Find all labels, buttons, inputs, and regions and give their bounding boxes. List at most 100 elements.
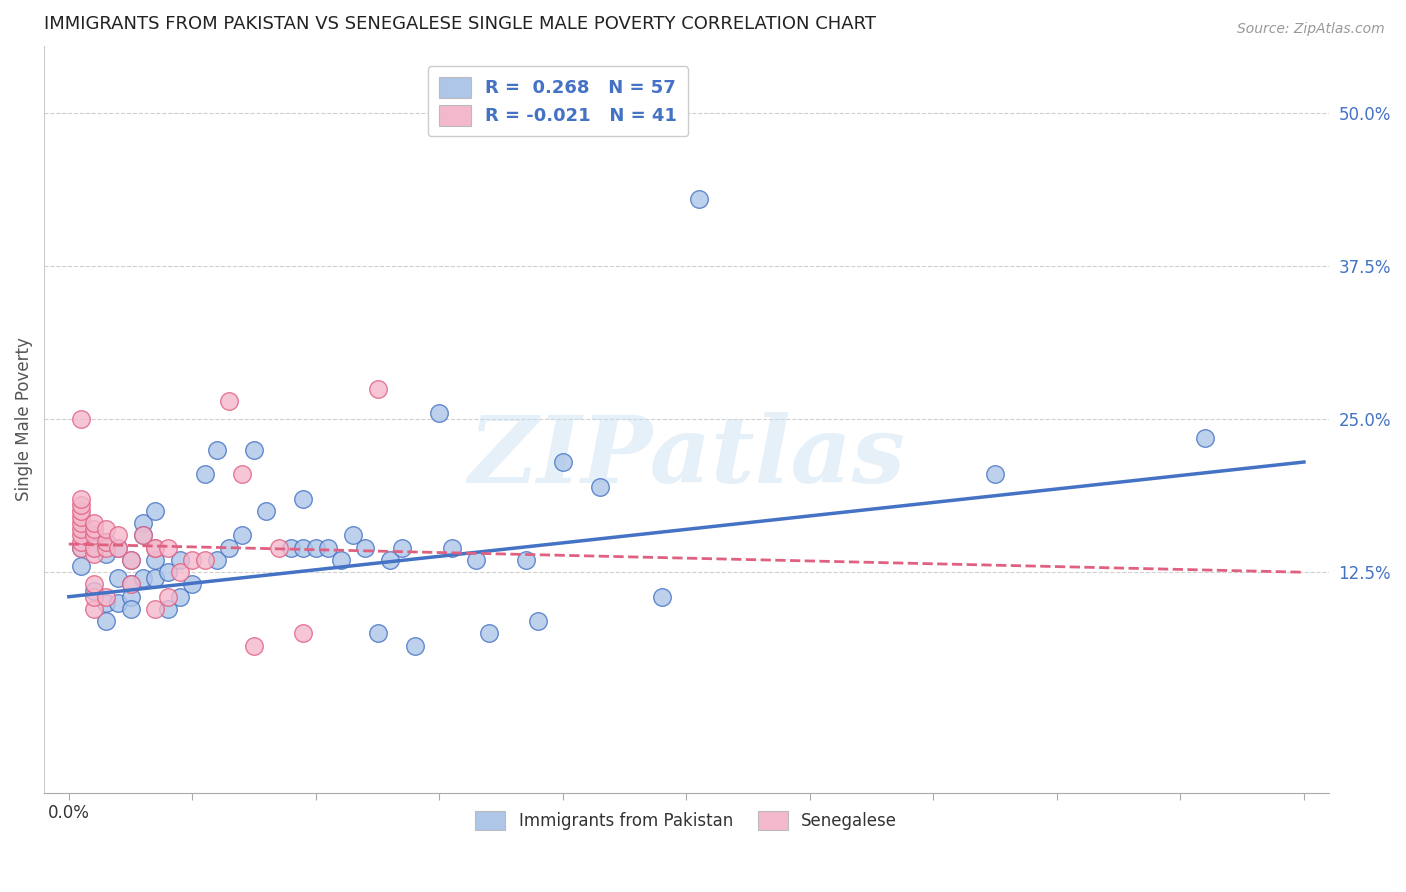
- Point: [427, 406, 450, 420]
- Point: [107, 596, 129, 610]
- Point: [169, 553, 191, 567]
- Point: [107, 571, 129, 585]
- Point: [143, 602, 166, 616]
- Point: [132, 528, 155, 542]
- Point: [527, 614, 550, 628]
- Point: [70, 516, 93, 531]
- Point: [205, 553, 228, 567]
- Point: [70, 559, 93, 574]
- Point: [120, 553, 142, 567]
- Point: [107, 528, 129, 542]
- Point: [107, 541, 129, 555]
- Point: [515, 553, 537, 567]
- Point: [169, 566, 191, 580]
- Point: [83, 541, 105, 555]
- Point: [305, 541, 328, 555]
- Point: [70, 522, 93, 536]
- Point: [94, 534, 117, 549]
- Point: [143, 553, 166, 567]
- Point: [181, 577, 204, 591]
- Point: [120, 553, 142, 567]
- Point: [194, 467, 217, 482]
- Point: [94, 590, 117, 604]
- Point: [651, 590, 673, 604]
- Point: [143, 541, 166, 555]
- Point: [218, 541, 240, 555]
- Point: [83, 602, 105, 616]
- Point: [132, 528, 155, 542]
- Point: [156, 602, 179, 616]
- Point: [156, 566, 179, 580]
- Point: [243, 442, 266, 457]
- Point: [107, 541, 129, 555]
- Point: [70, 541, 93, 555]
- Point: [156, 541, 179, 555]
- Point: [132, 516, 155, 531]
- Point: [404, 639, 426, 653]
- Point: [120, 590, 142, 604]
- Point: [254, 504, 277, 518]
- Point: [231, 528, 253, 542]
- Legend: Immigrants from Pakistan, Senegalese: Immigrants from Pakistan, Senegalese: [468, 804, 904, 837]
- Point: [354, 541, 377, 555]
- Point: [292, 491, 315, 506]
- Point: [94, 596, 117, 610]
- Point: [94, 541, 117, 555]
- Point: [205, 442, 228, 457]
- Point: [70, 510, 93, 524]
- Point: [94, 614, 117, 628]
- Point: [181, 553, 204, 567]
- Point: [589, 479, 612, 493]
- Point: [83, 547, 105, 561]
- Point: [143, 541, 166, 555]
- Point: [292, 541, 315, 555]
- Point: [70, 491, 93, 506]
- Point: [94, 534, 117, 549]
- Point: [120, 577, 142, 591]
- Point: [378, 553, 401, 567]
- Point: [156, 590, 179, 604]
- Point: [94, 547, 117, 561]
- Point: [70, 534, 93, 549]
- Point: [292, 626, 315, 640]
- Y-axis label: Single Male Poverty: Single Male Poverty: [15, 337, 32, 501]
- Point: [280, 541, 302, 555]
- Point: [83, 583, 105, 598]
- Point: [551, 455, 574, 469]
- Point: [984, 467, 1007, 482]
- Point: [367, 626, 389, 640]
- Point: [70, 528, 93, 542]
- Point: [465, 553, 488, 567]
- Text: ZIPatlas: ZIPatlas: [468, 411, 905, 501]
- Point: [1194, 431, 1216, 445]
- Point: [218, 393, 240, 408]
- Point: [143, 571, 166, 585]
- Point: [70, 498, 93, 512]
- Point: [83, 541, 105, 555]
- Point: [440, 541, 463, 555]
- Point: [316, 541, 339, 555]
- Point: [83, 590, 105, 604]
- Text: Source: ZipAtlas.com: Source: ZipAtlas.com: [1237, 22, 1385, 37]
- Point: [478, 626, 501, 640]
- Point: [391, 541, 413, 555]
- Point: [267, 541, 290, 555]
- Point: [231, 467, 253, 482]
- Point: [688, 192, 710, 206]
- Point: [94, 522, 117, 536]
- Point: [83, 577, 105, 591]
- Point: [70, 504, 93, 518]
- Point: [367, 382, 389, 396]
- Point: [342, 528, 364, 542]
- Point: [243, 639, 266, 653]
- Point: [120, 602, 142, 616]
- Point: [83, 522, 105, 536]
- Point: [132, 571, 155, 585]
- Point: [169, 590, 191, 604]
- Point: [70, 541, 93, 555]
- Point: [120, 577, 142, 591]
- Point: [70, 412, 93, 426]
- Point: [194, 553, 217, 567]
- Text: IMMIGRANTS FROM PAKISTAN VS SENEGALESE SINGLE MALE POVERTY CORRELATION CHART: IMMIGRANTS FROM PAKISTAN VS SENEGALESE S…: [44, 15, 876, 33]
- Point: [83, 528, 105, 542]
